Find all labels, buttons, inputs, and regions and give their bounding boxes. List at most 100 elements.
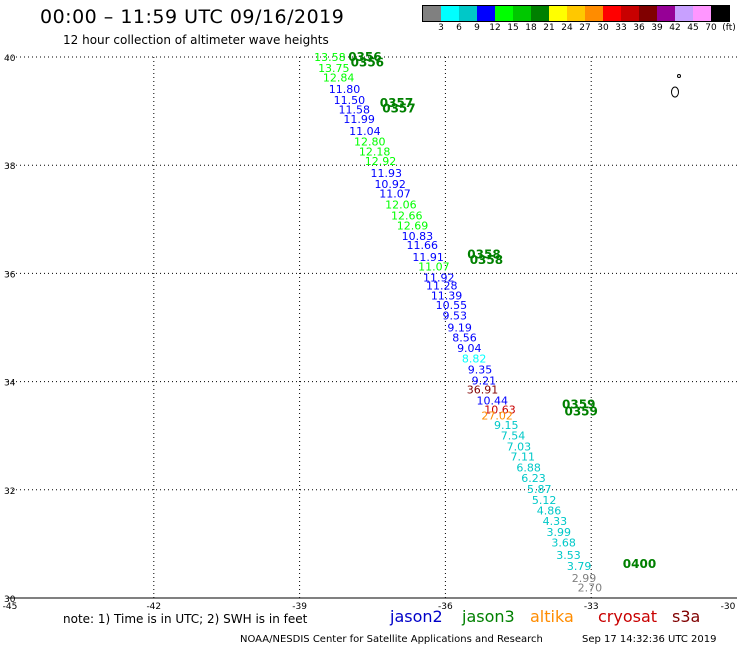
colorbar-label: 15 xyxy=(507,23,519,33)
y-tick-label: 36 xyxy=(4,270,16,280)
time-label: 0358 xyxy=(467,247,500,261)
swh-point: 12.92 xyxy=(365,155,397,168)
island-outline xyxy=(677,74,681,78)
swh-point: 4.33 xyxy=(543,515,568,528)
colorbar-label: 30 xyxy=(597,23,609,33)
colorbar-swatch xyxy=(531,6,549,21)
swh-point: 3.68 xyxy=(551,537,576,550)
footnote: note: 1) Time is in UTC; 2) SWH is in fe… xyxy=(63,612,308,626)
time-label: 0356 xyxy=(348,50,381,64)
swh-point: 5.87 xyxy=(527,483,552,496)
colorbar-label: 6 xyxy=(456,23,462,33)
swh-point: 11.50 xyxy=(334,94,366,107)
swh-point: 10.63 xyxy=(484,404,516,417)
swh-point: 11.39 xyxy=(431,289,463,302)
swh-point: 11.80 xyxy=(329,83,361,96)
swh-point: 2.99 xyxy=(572,572,597,585)
y-tick-label: 40 xyxy=(4,54,16,64)
swh-point: 3.99 xyxy=(546,526,571,539)
time-label: 0359 xyxy=(564,405,597,419)
coastline xyxy=(671,74,681,98)
generated-timestamp: Sep 17 14:32:36 UTC 2019 xyxy=(582,634,717,645)
colorbar-swatch xyxy=(621,6,639,21)
swh-point: 4.86 xyxy=(537,505,562,518)
y-tick-label: 30 xyxy=(4,595,16,605)
swh-point: 12.66 xyxy=(391,209,423,222)
swh-point: 7.54 xyxy=(501,429,525,442)
colorbar-swatch xyxy=(711,6,729,21)
colorbar-label: 45 xyxy=(687,23,699,33)
swh-point: 10.44 xyxy=(477,394,509,407)
swh-point: 5.12 xyxy=(532,494,557,507)
swh-point: 11.07 xyxy=(379,188,411,201)
y-tick-label: 34 xyxy=(4,379,16,389)
colorbar-label: (ft) xyxy=(722,23,736,33)
island-outline xyxy=(671,86,679,98)
swh-colorbar xyxy=(422,5,730,22)
swh-point: 3.79 xyxy=(567,560,592,573)
time-label: 0357 xyxy=(380,96,413,110)
colorbar-label: 24 xyxy=(561,23,573,33)
swh-point: 8.82 xyxy=(462,353,487,366)
swh-point: 11.92 xyxy=(423,272,455,285)
colorbar-swatch xyxy=(477,6,495,21)
colorbar-label: 42 xyxy=(669,23,681,33)
colorbar-label: 12 xyxy=(489,23,501,33)
x-tick-label: -42 xyxy=(146,602,161,612)
map-grid xyxy=(8,56,737,599)
swh-point: 11.66 xyxy=(407,239,439,252)
swh-point: 9.21 xyxy=(472,374,497,387)
colorbar-swatch xyxy=(495,6,513,21)
colorbar-label: 39 xyxy=(651,23,663,33)
swh-point: 9.04 xyxy=(457,342,482,355)
swh-point: 3.53 xyxy=(556,549,581,562)
x-tick-label: -39 xyxy=(292,602,307,612)
swh-point: 8.56 xyxy=(452,332,477,345)
swh-point: 9.53 xyxy=(442,309,467,322)
swh-point: 12.18 xyxy=(359,145,391,158)
swh-point: 13.58 xyxy=(314,51,346,64)
credit-line: NOAA/NESDIS Center for Satellite Applica… xyxy=(240,634,543,645)
swh-point: 7.11 xyxy=(511,451,536,464)
swh-point: 36.91 xyxy=(467,384,499,397)
swh-point: 7.03 xyxy=(507,440,532,453)
colorbar-label: 9 xyxy=(474,23,480,33)
colorbar-swatch xyxy=(549,6,567,21)
colorbar-swatch xyxy=(441,6,459,21)
colorbar-swatch xyxy=(423,6,441,21)
page-title: 00:00 – 11:59 UTC 09/16/2019 xyxy=(40,6,345,28)
swh-point: 13.75 xyxy=(318,62,350,75)
swh-point: 10.83 xyxy=(402,230,434,243)
colorbar-label: 21 xyxy=(543,23,555,33)
colorbar-label: 36 xyxy=(633,23,645,33)
axis-ticks: -45 -42 -39 -36 -33 -30 30 32 34 36 38 40 xyxy=(3,54,736,612)
swh-point: 10.55 xyxy=(436,299,468,312)
swh-point: 9.19 xyxy=(447,321,472,334)
colorbar-label: 33 xyxy=(615,23,627,33)
colorbar-swatch xyxy=(675,6,693,21)
legend-jason2: jason2 xyxy=(390,607,443,626)
colorbar-swatch xyxy=(603,6,621,21)
colorbar-swatch xyxy=(459,6,477,21)
x-tick-label: -45 xyxy=(3,602,18,612)
swh-point: 12.69 xyxy=(397,220,429,233)
time-label: 0400 xyxy=(623,557,656,571)
time-label: 0356 xyxy=(351,56,384,70)
colorbar-swatch xyxy=(693,6,711,21)
colorbar-label: 18 xyxy=(525,23,537,33)
page-subtitle: 12 hour collection of altimeter wave hei… xyxy=(63,33,329,47)
swh-point: 11.99 xyxy=(343,113,375,126)
swh-point: 27.02 xyxy=(481,409,513,422)
colorbar-swatch xyxy=(513,6,531,21)
colorbar-swatch xyxy=(639,6,657,21)
swh-point: 2.70 xyxy=(578,582,603,595)
colorbar-label: 70 xyxy=(705,23,717,33)
time-label: 0357 xyxy=(382,102,415,116)
colorbar-label: 3 xyxy=(438,23,444,33)
time-label: 0359 xyxy=(562,398,595,412)
y-tick-label: 32 xyxy=(4,487,15,497)
legend-altika: altika xyxy=(530,607,574,626)
swh-point: 11.07 xyxy=(418,261,450,274)
x-tick-label: -33 xyxy=(584,602,599,612)
